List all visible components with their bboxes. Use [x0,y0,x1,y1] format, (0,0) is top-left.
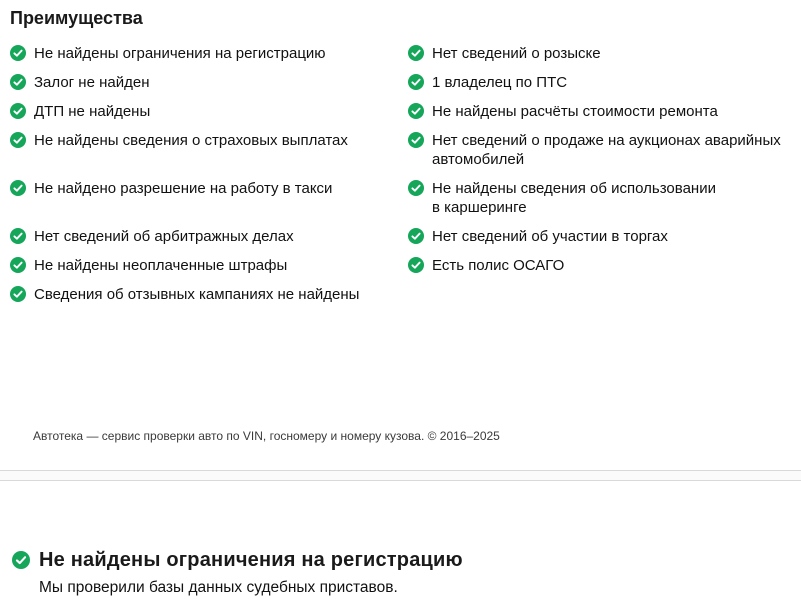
advantage-text: Не найдены расчёты стоимости ремонта [432,103,718,120]
check-circle-icon [10,103,26,119]
advantages-row: Сведения об отзывных кампаниях не найден… [10,285,801,304]
advantage-text: Не найдены неоплаченные штрафы [34,257,288,274]
advantages-row: Залог не найден 1 владелец по ПТС [10,73,801,92]
advantages-row: ДТП не найдены Не найдены расчёты стоимос… [10,102,801,121]
check-circle-icon [10,132,26,148]
advantage-item: Нет сведений об участии в торгах [408,227,801,246]
advantage-text: Не найдены ограничения на регистрацию [34,45,326,62]
advantage-text: Не найдены сведения о страховых выплатах [34,132,348,149]
check-circle-icon [408,180,424,196]
check-circle-icon [10,74,26,90]
advantage-text: Не найдены сведения об использовании в к… [432,180,716,216]
check-circle-icon [10,228,26,244]
advantage-item: Нет сведений об арбитражных делах [10,227,408,246]
check-circle-icon [10,180,26,196]
copyright-text: Автотека — сервис проверки авто по VIN, … [33,429,500,443]
advantage-text: Нет сведений о продаже на аукционах авар… [432,132,781,168]
check-circle-icon [408,103,424,119]
advantage-item: Не найдены расчёты стоимости ремонта [408,102,801,121]
advantage-text: Нет сведений об арбитражных делах [34,228,294,245]
advantage-item: Не найдены ограничения на регистрацию [10,44,408,63]
check-circle-icon [408,257,424,273]
advantage-item [408,285,801,304]
advantage-item: Залог не найден [10,73,408,92]
advantage-item: 1 владелец по ПТС [408,73,801,92]
advantages-row: Не найдены сведения о страховых выплатах… [10,131,801,169]
check-circle-icon [10,45,26,61]
advantage-item: Нет сведений о розыске [408,44,801,63]
advantages-row: Не найдены неоплаченные штрафы Есть полис… [10,256,801,275]
advantage-text: Есть полис ОСАГО [432,257,565,274]
advantage-item: Есть полис ОСАГО [408,256,801,275]
advantage-item: Нет сведений о продаже на аукционах авар… [408,131,801,169]
advantage-text: Нет сведений об участии в торгах [432,228,668,245]
advantages-row: Не найдены ограничения на регистрацию Нет… [10,44,801,63]
advantage-text: Нет сведений о розыске [432,45,601,62]
advantage-text: Залог не найден [34,74,150,91]
advantage-text: 1 владелец по ПТС [432,74,568,91]
advantage-item: Сведения об отзывных кампаниях не найден… [10,285,408,304]
check-circle-icon [408,45,424,61]
advantage-item: Не найдено разрешение на работу в такси [10,179,408,217]
check-circle-icon [10,257,26,273]
page-break-divider [0,470,801,481]
detail-section-title: Не найдены ограничения на регистрацию [39,549,463,571]
advantage-text: Не найдено разрешение на работу в такси [34,180,333,197]
advantage-text: ДТП не найдены [34,103,151,120]
advantage-item: Не найдены сведения об использовании в к… [408,179,801,217]
advantages-row: Не найдено разрешение на работу в такси Н… [10,179,801,217]
advantage-text: Сведения об отзывных кампаниях не найден… [34,286,360,303]
advantage-item: ДТП не найдены [10,102,408,121]
check-circle-icon [12,551,30,569]
advantages-list: Не найдены ограничения на регистрацию Нет… [10,44,801,304]
detail-section-description: Мы проверили базы данных судебных приста… [39,579,398,596]
check-circle-icon [408,228,424,244]
advantages-heading: Преимущества [10,8,143,28]
detail-section-header: Не найдены ограничения на регистрацию [12,548,801,572]
advantages-row: Нет сведений об арбитражных делах Нет све… [10,227,801,246]
check-circle-icon [408,74,424,90]
advantage-item: Не найдены сведения о страховых выплатах [10,131,408,169]
check-circle-icon [10,286,26,302]
advantage-item: Не найдены неоплаченные штрафы [10,256,408,275]
detail-section: Не найдены ограничения на регистрацию Мы… [0,548,801,597]
check-circle-icon [408,132,424,148]
